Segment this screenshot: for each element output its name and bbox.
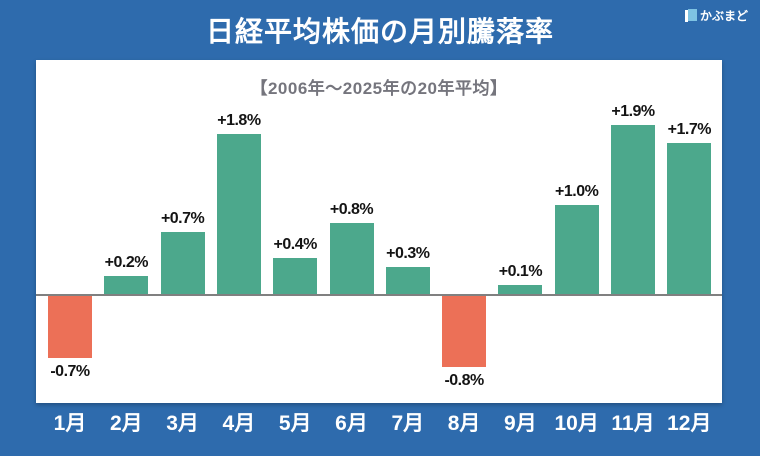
month-axis: 1月 2月 3月 4月 5月 6月 7月 8月 9月 10月 11月 12月 — [36, 407, 722, 439]
bar-value-label-month-9: +0.1% — [498, 263, 543, 280]
book-icon — [684, 9, 697, 22]
x-axis-label-month-12: 12月 — [667, 412, 712, 435]
chart-subtitle: 【2006年〜2025年の20年平均】 — [250, 79, 508, 98]
chart-plot: -0.7% +0.2% +0.7% +1.8% +0.4% +0.8% +0.3% -0.8%… — [36, 60, 722, 403]
brand-logo-text: かぶまど — [699, 9, 748, 23]
x-axis-label-month-6: 6月 — [335, 412, 368, 435]
x-axis-label-month-9: 9月 — [504, 412, 537, 435]
bar-month-8 — [442, 296, 487, 367]
x-axis-label-month-5: 5月 — [278, 412, 312, 435]
bar-month-12 — [667, 143, 712, 294]
bar-month-7 — [385, 267, 430, 294]
zero-baseline — [36, 294, 722, 296]
bar-month-2 — [104, 276, 149, 294]
x-axis-label-month-1: 1月 — [53, 412, 87, 435]
x-axis-label-month-4: 4月 — [222, 412, 256, 435]
chart-card: 【2006年〜2025年の20年平均】 -0.7% +0.2% +0.7% +1.8%… — [36, 60, 722, 403]
bar-value-label-month-6: +0.8% — [329, 201, 374, 218]
bar-month-5 — [273, 258, 318, 294]
bar-value-label-month-5: +0.4% — [273, 236, 318, 253]
bar-month-9 — [498, 285, 543, 294]
bar-value-label-month-8: -0.8% — [444, 372, 484, 389]
bar-month-3 — [160, 232, 205, 294]
x-axis-label-month-10: 10月 — [554, 412, 599, 435]
bar-value-label-month-11: +1.9% — [611, 103, 655, 120]
bar-value-label-month-12: +1.7% — [667, 121, 712, 138]
bar-value-label-month-10: +1.0% — [555, 183, 599, 200]
page-title: 日経平均株価の月別騰落率 — [205, 16, 554, 47]
bar-value-label-month-1: -0.7% — [50, 363, 90, 380]
x-axis-label-month-2: 2月 — [109, 412, 143, 435]
bar-value-label-month-3: +0.7% — [160, 210, 205, 227]
bar-month-11 — [611, 125, 655, 294]
brand-logo: かぶまど — [684, 7, 748, 24]
bar-month-10 — [554, 205, 599, 294]
x-axis-label-month-3: 3月 — [166, 412, 199, 435]
bar-value-label-month-2: +0.2% — [104, 254, 149, 271]
x-axis-label-month-8: 8月 — [447, 412, 481, 435]
bar-month-4 — [216, 134, 261, 294]
bar-value-label-month-7: +0.3% — [386, 245, 430, 262]
bar-month-6 — [329, 223, 374, 294]
bar-value-label-month-4: +1.8% — [217, 112, 261, 129]
bar-month-1 — [48, 296, 92, 358]
x-axis-label-month-7: 7月 — [391, 412, 425, 435]
x-axis-label-month-11: 11月 — [611, 412, 655, 435]
